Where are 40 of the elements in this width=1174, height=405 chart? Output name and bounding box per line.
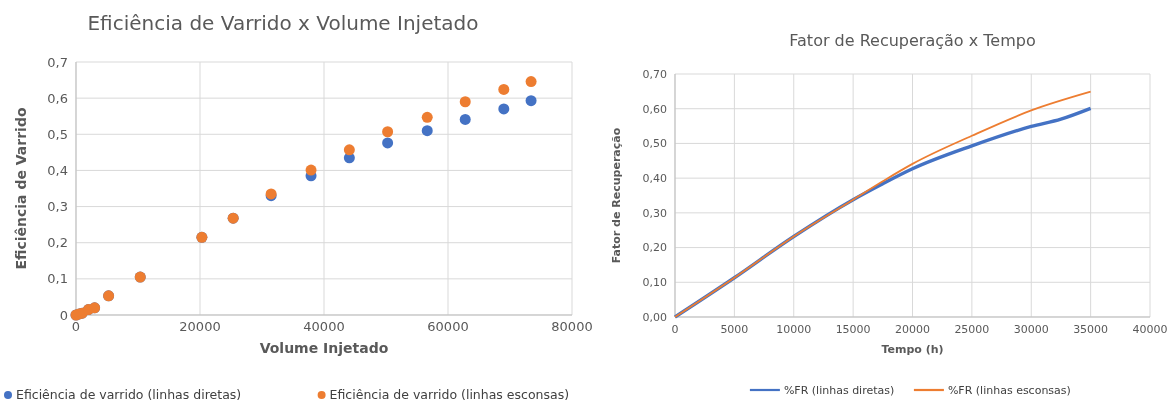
chart-title: Eficiência de Varrido x Volume Injetado [87, 11, 479, 35]
y-tick-label: 0,3 [47, 199, 68, 215]
y-tick-label: 0,5 [47, 126, 68, 142]
y-tick-label: 0,20 [642, 241, 667, 255]
y-tick-label: 0,6 [47, 90, 68, 106]
x-tick-label: 0 [671, 323, 679, 336]
y-tick-label: 0,60 [642, 102, 667, 116]
y-tick-label: 0,2 [47, 235, 68, 251]
y-tick-label: 0,4 [47, 162, 68, 178]
y-tick-label: 0,40 [642, 171, 667, 185]
y-tick-label: 0 [59, 307, 68, 323]
x-tick-label: 5000 [720, 323, 749, 336]
x-tick-label: 15000 [835, 323, 871, 336]
x-tick-label: 10000 [776, 323, 812, 336]
y-tick-label: 0,30 [642, 206, 667, 220]
y-tick-label: 0,7 [47, 54, 68, 70]
legend-label: %FR (linhas diretas) [783, 383, 895, 397]
x-tick-label: 40000 [1132, 323, 1168, 336]
x-tick-label: 20000 [895, 323, 930, 336]
y-tick-label: 0,00 [642, 310, 667, 324]
x-tick-label: 80000 [551, 319, 593, 334]
x-tick-label: 60000 [427, 319, 469, 334]
legend-label: Eficiência de varrido (linhas diretas) [16, 387, 242, 403]
legend-label: Eficiência de varrido (linhas esconsas) [329, 387, 570, 403]
y-axis-title: Fator de Recuperação [610, 127, 623, 264]
x-axis-title: Volume Injetado [259, 340, 389, 356]
y-axis-title: Eficiência de Varrido [13, 107, 29, 270]
x-tick-label: 20000 [179, 319, 221, 334]
chart-title: Fator de Recuperação x Tempo [789, 31, 1036, 50]
x-tick-label: 35000 [1073, 323, 1109, 336]
y-tick-label: 0,70 [642, 67, 667, 81]
y-tick-label: 0,50 [642, 137, 667, 151]
y-tick-label: 0,1 [47, 271, 68, 287]
legend-label: %FR (linhas esconsas) [947, 383, 1071, 397]
x-tick-label: 30000 [1013, 323, 1049, 336]
x-axis-title: Tempo (h) [881, 343, 944, 356]
x-tick-label: 0 [71, 319, 81, 334]
y-tick-label: 0,10 [642, 276, 667, 290]
x-tick-label: 40000 [303, 319, 345, 334]
x-tick-label: 25000 [954, 323, 990, 336]
